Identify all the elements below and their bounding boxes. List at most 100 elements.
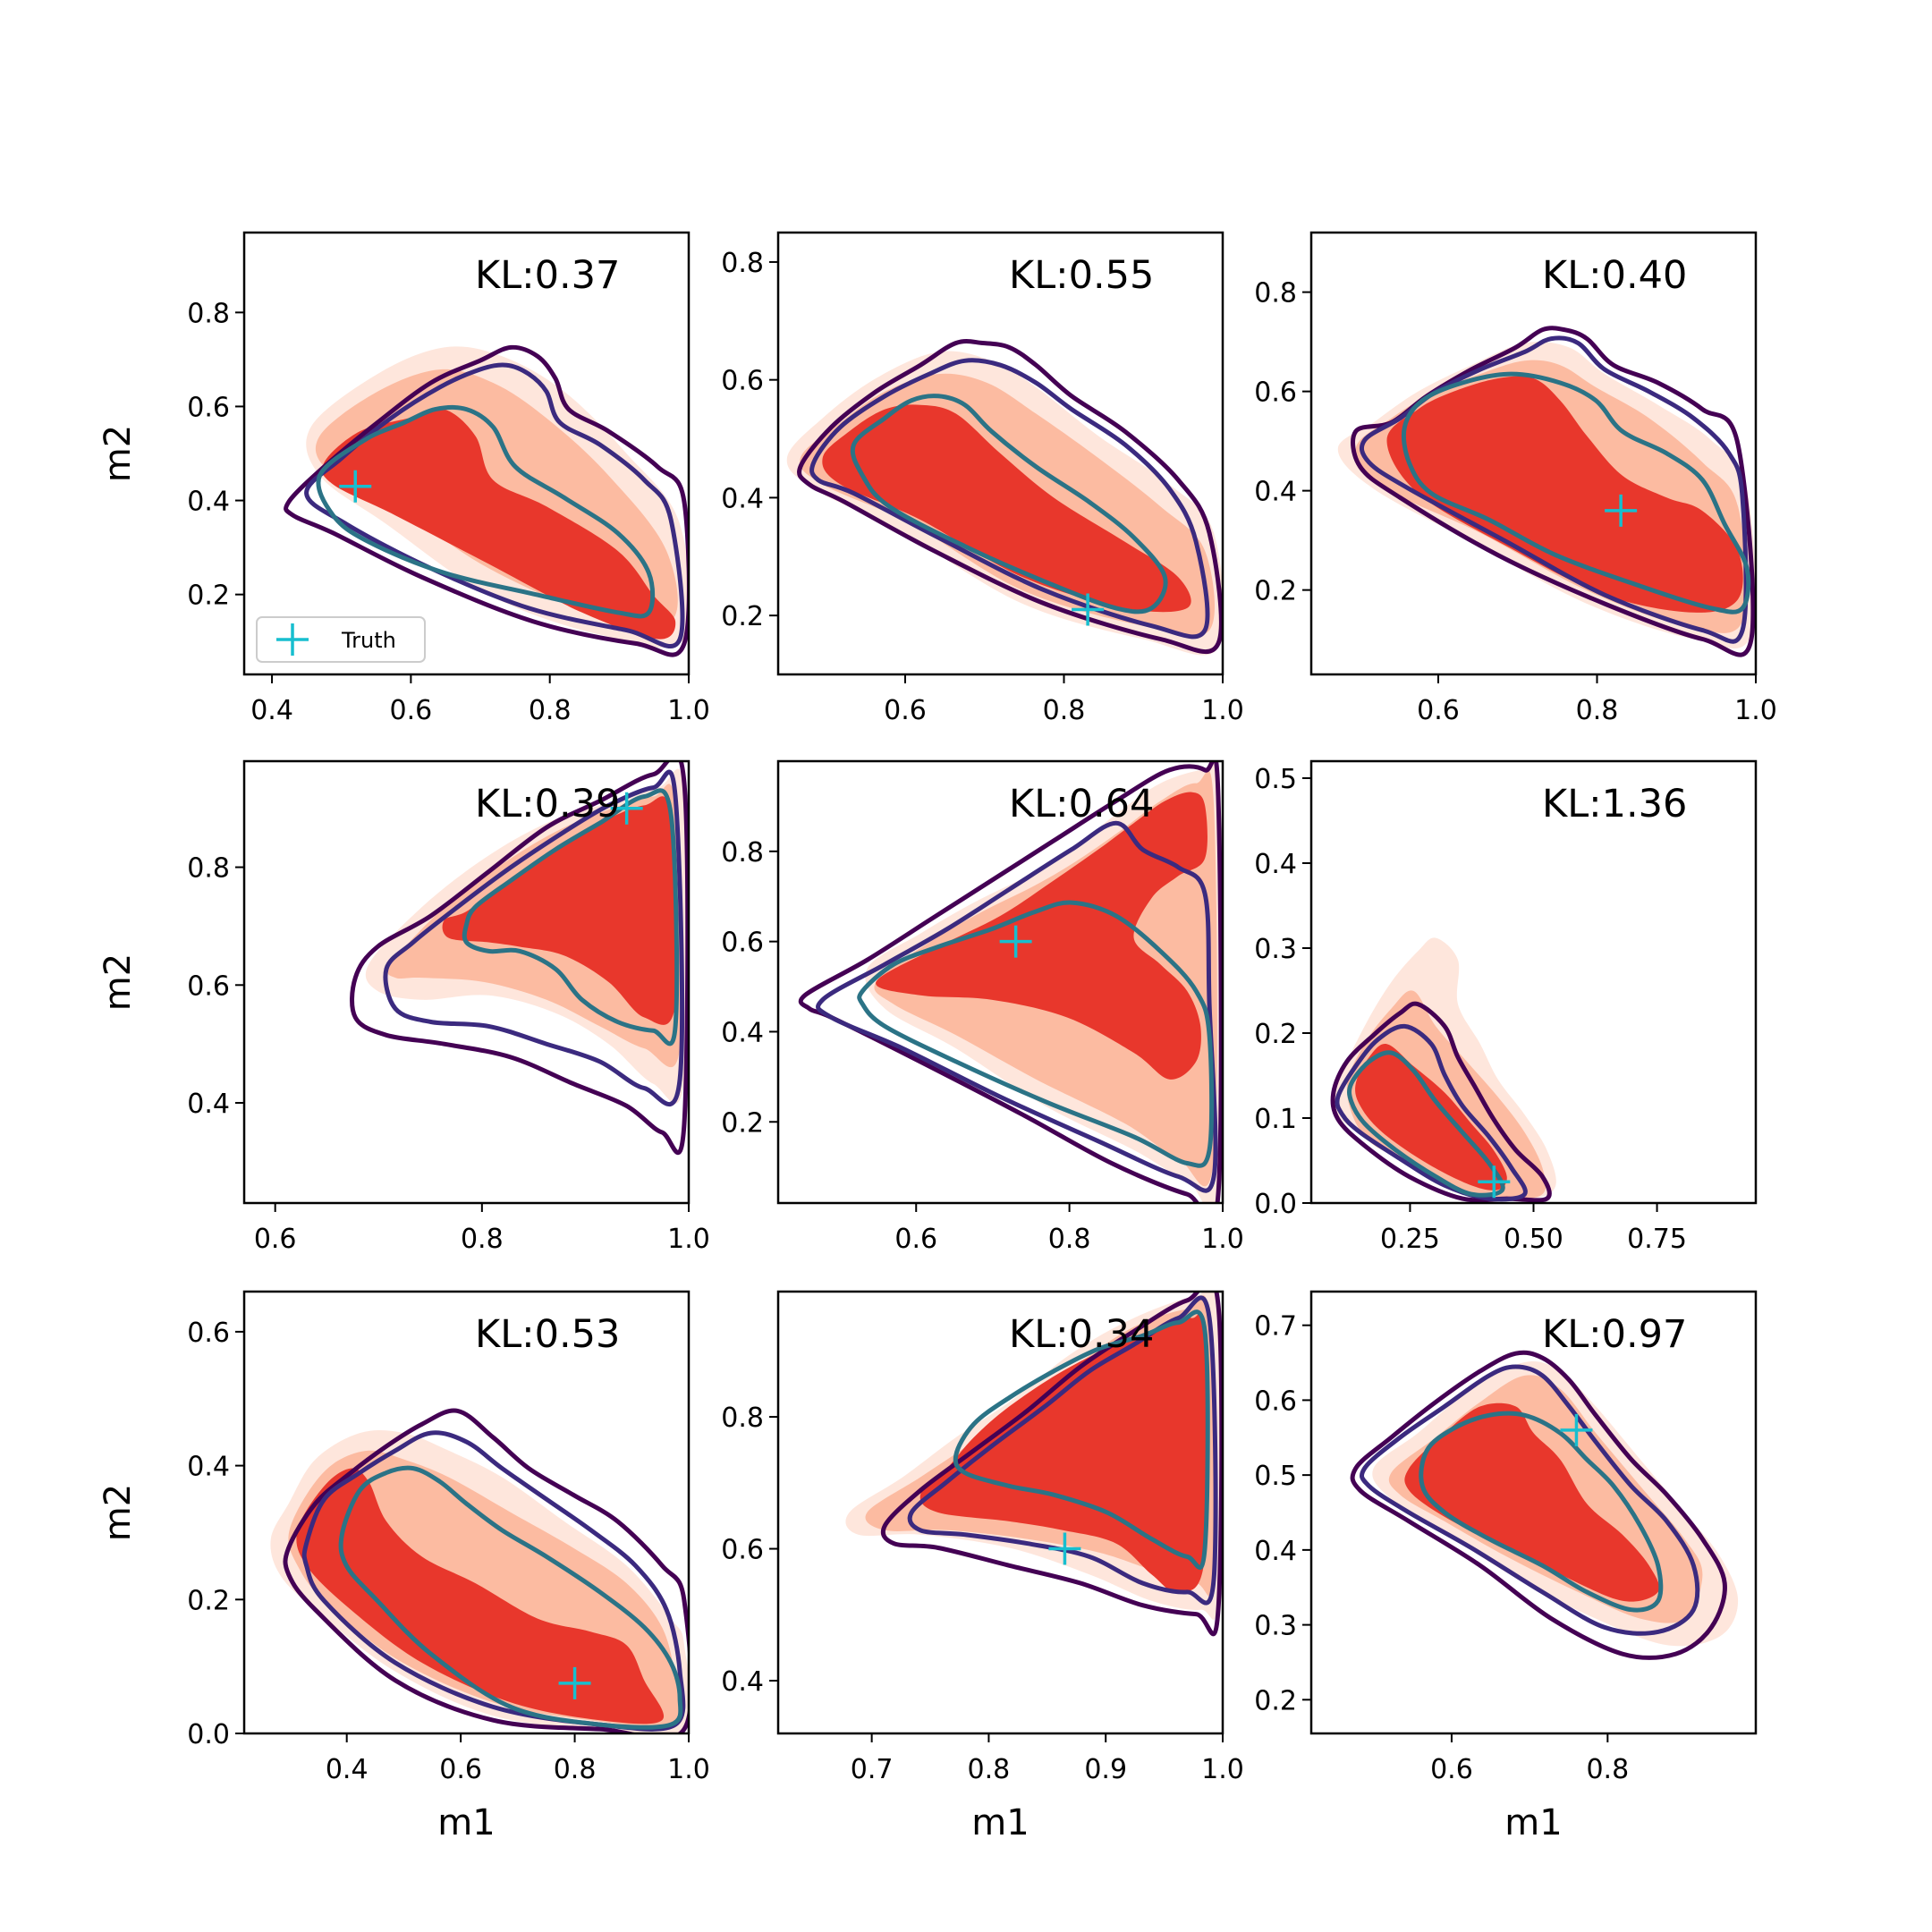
contour-line-level-2 bbox=[816, 820, 1218, 1193]
axes-frame bbox=[1309, 231, 1758, 676]
density-plot bbox=[284, 344, 689, 657]
kl-annotation: KL:0.55 bbox=[1009, 253, 1154, 298]
y-tick-label: 0.3 bbox=[1254, 1611, 1297, 1642]
density-plot bbox=[786, 338, 1223, 656]
y-tick-label: 0.6 bbox=[1254, 1385, 1297, 1417]
x-tick-label: 1.0 bbox=[1201, 695, 1244, 726]
y-tick-label: 0.2 bbox=[187, 1585, 230, 1616]
kl-annotation: KL:0.37 bbox=[475, 253, 620, 298]
contour-line-level-1 bbox=[283, 1408, 689, 1733]
density-fill-level-3 bbox=[1404, 1402, 1660, 1602]
contour-line-level-2 bbox=[301, 1430, 686, 1732]
x-tick-label: 0.6 bbox=[439, 1754, 482, 1785]
y-tick-label: 0.4 bbox=[187, 1089, 230, 1120]
contour-line-level-1 bbox=[1351, 326, 1756, 657]
axes-frame bbox=[776, 759, 1224, 1205]
legend: Truth bbox=[256, 616, 426, 663]
contour-line-level-1 bbox=[797, 338, 1223, 654]
y-tick-label: 0.6 bbox=[721, 366, 764, 397]
y-tick-label: 0.4 bbox=[187, 487, 230, 518]
axes-frame bbox=[242, 231, 691, 676]
y-tick-label: 0.8 bbox=[187, 298, 230, 329]
y-tick-label: 0.2 bbox=[721, 601, 764, 632]
truth-marker bbox=[1560, 1413, 1593, 1446]
y-tick-label: 0.6 bbox=[187, 1318, 230, 1349]
panel-3: 0.6 0.8 1.0 0.2 0.4 0.6 0.8 KL:0.40 bbox=[1254, 231, 1777, 726]
contour-line-level-3 bbox=[850, 394, 1168, 614]
contour-line-level-3 bbox=[857, 900, 1215, 1168]
y-tick-label: 0.8 bbox=[721, 837, 764, 869]
y-tick-label: 0.6 bbox=[187, 392, 230, 423]
y-tick-label: 0.8 bbox=[721, 248, 764, 279]
contour-line-level-2 bbox=[1359, 335, 1749, 644]
x-tick-label: 1.0 bbox=[1734, 695, 1777, 726]
panel-1: 0.4 0.6 0.8 1.0 0.2 0.4 0.6 0.8 KL:0.37 m2 Truth bbox=[97, 231, 710, 726]
density-plot bbox=[1350, 1350, 1739, 1660]
truth-marker bbox=[999, 925, 1032, 958]
panel-7: 0.4 0.6 0.8 1.0 0.0 0.2 0.4 0.6 KL:0.53 m1 m2 bbox=[97, 1290, 710, 1843]
truth-marker bbox=[1605, 494, 1638, 527]
y-tick-label: 0.4 bbox=[721, 1017, 764, 1048]
y-tick-label: 0.4 bbox=[1254, 477, 1297, 508]
density-fill-level-3 bbox=[919, 1312, 1208, 1593]
y-tick-label: 0.0 bbox=[187, 1719, 230, 1750]
contour-line-level-2 bbox=[907, 1295, 1218, 1606]
x-tick-label: 0.6 bbox=[254, 1224, 297, 1255]
x-tick-label: 0.6 bbox=[1430, 1754, 1473, 1785]
density-plot bbox=[1330, 937, 1556, 1203]
x-tick-label: 0.6 bbox=[894, 1224, 937, 1255]
density-plot bbox=[798, 761, 1223, 1203]
legend-box bbox=[256, 616, 426, 663]
x-tick-label: 0.9 bbox=[1084, 1754, 1127, 1785]
panel-2: 0.6 0.8 1.0 0.2 0.4 0.6 0.8 KL:0.55 bbox=[721, 231, 1244, 726]
x-tick-label: 0.6 bbox=[1417, 695, 1460, 726]
x-tick-label: 0.8 bbox=[554, 1754, 597, 1785]
y-tick-label: 0.8 bbox=[721, 1402, 764, 1434]
contour-line-level-1 bbox=[880, 1292, 1223, 1637]
contour-line-level-2 bbox=[1335, 1023, 1528, 1202]
truth-marker bbox=[558, 1666, 591, 1699]
contour-line-level-1 bbox=[1330, 1001, 1552, 1203]
density-plot bbox=[270, 1408, 689, 1733]
contour-line-level-1 bbox=[284, 344, 689, 657]
density-fill-level-3 bbox=[296, 1468, 665, 1724]
density-fill-level-3 bbox=[1355, 1043, 1507, 1191]
y-axis-label: m2 bbox=[97, 425, 139, 482]
kl-annotation: KL:0.64 bbox=[1009, 782, 1154, 826]
panel-4: 0.6 0.8 1.0 0.4 0.6 0.8 KL:0.39 m2 bbox=[97, 759, 710, 1255]
axes-frame bbox=[1309, 1290, 1758, 1735]
axes-frame bbox=[776, 1290, 1224, 1735]
x-tick-label: 0.4 bbox=[326, 1754, 369, 1785]
contour-line-level-1 bbox=[350, 761, 689, 1155]
kl-annotation: KL:0.34 bbox=[1009, 1312, 1154, 1357]
contour-line-level-3 bbox=[1419, 1411, 1664, 1613]
contour-line-level-2 bbox=[383, 769, 685, 1106]
y-tick-label: 0.2 bbox=[1254, 576, 1297, 607]
truth-marker bbox=[1072, 593, 1105, 626]
kl-annotation: KL:1.36 bbox=[1542, 782, 1687, 826]
axes-frame bbox=[242, 1290, 691, 1735]
contour-line-level-3 bbox=[316, 404, 656, 619]
y-tick-label: 0.4 bbox=[187, 1452, 230, 1483]
x-tick-label: 1.0 bbox=[667, 695, 710, 726]
kl-annotation: KL:0.53 bbox=[475, 1312, 620, 1357]
x-tick-label: 0.7 bbox=[851, 1754, 894, 1785]
y-tick-label: 0.2 bbox=[187, 580, 230, 612]
x-tick-label: 0.8 bbox=[461, 1224, 504, 1255]
density-plot bbox=[1337, 326, 1756, 657]
y-tick-label: 0.6 bbox=[187, 970, 230, 1002]
contour-line-level-1 bbox=[798, 761, 1223, 1203]
x-tick-label: 0.8 bbox=[1043, 695, 1086, 726]
contour-line-level-2 bbox=[304, 362, 685, 649]
kl-annotation: KL:0.97 bbox=[1542, 1312, 1687, 1357]
x-tick-label: 0.6 bbox=[390, 695, 433, 726]
y-tick-label: 0.2 bbox=[1254, 1685, 1297, 1716]
kl-annotation: KL:0.40 bbox=[1542, 253, 1687, 298]
x-tick-label: 1.0 bbox=[1201, 1224, 1244, 1255]
x-tick-label: 0.8 bbox=[1576, 695, 1619, 726]
contour-line-level-2 bbox=[1359, 1364, 1700, 1636]
x-tick-label: 0.4 bbox=[250, 695, 293, 726]
x-tick-label: 1.0 bbox=[667, 1754, 710, 1785]
y-tick-label: 0.5 bbox=[1254, 764, 1297, 795]
y-tick-label: 0.6 bbox=[721, 1535, 764, 1566]
